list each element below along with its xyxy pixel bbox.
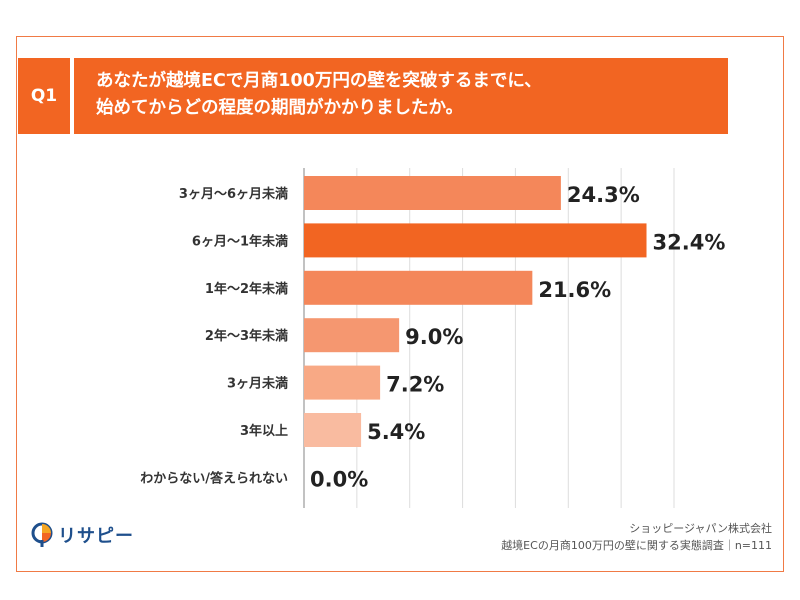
value-label: 24.3% xyxy=(567,183,640,207)
value-label: 32.4% xyxy=(653,230,726,254)
category-label: 6ヶ月〜1年未満 xyxy=(192,233,288,249)
logo-pin-icon xyxy=(31,522,53,547)
category-label: 1年〜2年未満 xyxy=(205,281,288,297)
bar xyxy=(304,270,533,305)
category-label: わからない/答えられない xyxy=(140,470,288,486)
footer-survey: 越境ECの月商100万円の壁に関する実態調査｜n=111 xyxy=(501,539,772,552)
value-label: 5.4% xyxy=(367,420,425,444)
bar xyxy=(304,223,647,258)
bar xyxy=(304,365,381,400)
risapy-logo: リサピー xyxy=(30,522,134,548)
value-label: 9.0% xyxy=(405,325,463,349)
category-label: 3年以上 xyxy=(240,423,288,439)
question-title: あなたが越境ECで月商100万円の壁を突破するまでに、 始めてからどの程度の期間… xyxy=(74,58,728,134)
footer: ショッピージャパン株式会社 越境ECの月商100万円の壁に関する実態調査｜n=1… xyxy=(501,520,772,554)
logo-text: リサピー xyxy=(58,526,134,547)
question-line-1: あなたが越境ECで月商100万円の壁を突破するまでに、 xyxy=(96,71,542,91)
footer-company: ショッピージャパン株式会社 xyxy=(629,522,772,535)
value-label: 7.2% xyxy=(386,373,444,397)
bar xyxy=(304,176,561,210)
category-label: 3ヶ月〜6ヶ月未満 xyxy=(179,186,288,202)
category-label: 3ヶ月未満 xyxy=(227,376,288,392)
category-label: 2年〜3年未満 xyxy=(205,328,288,344)
question-line-2: 始めてからどの程度の期間がかかりましたか。 xyxy=(96,98,464,118)
bar xyxy=(304,413,362,447)
bar xyxy=(304,318,400,353)
question-badge: Q1 xyxy=(18,58,70,134)
value-label: 21.6% xyxy=(538,278,611,302)
value-label: 0.0% xyxy=(310,467,368,491)
